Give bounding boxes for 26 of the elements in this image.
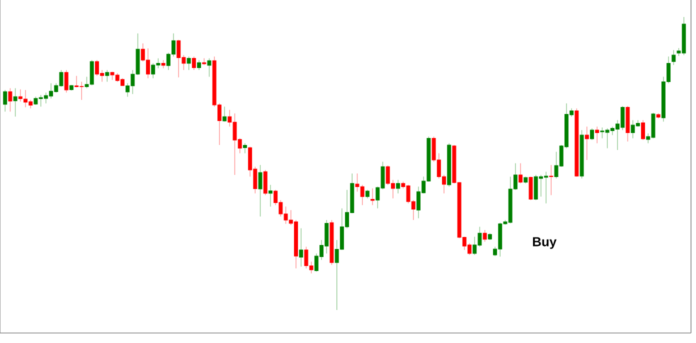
candlestick — [396, 180, 400, 194]
candlestick — [268, 184, 272, 207]
candlestick — [3, 90, 8, 112]
candlestick — [192, 56, 196, 70]
candlestick — [299, 228, 304, 267]
candlestick — [13, 88, 18, 117]
candlestick — [590, 128, 594, 140]
candlestick — [528, 176, 533, 200]
candlestick — [197, 60, 202, 70]
annotation: Buy — [533, 237, 557, 249]
candlestick — [549, 164, 554, 196]
candlestick — [672, 50, 676, 66]
candlestick — [186, 56, 191, 70]
candlestick — [8, 88, 12, 112]
candlestick — [242, 142, 247, 154]
candlestick — [64, 70, 68, 93]
candlestick — [263, 170, 268, 196]
candlestick — [105, 70, 110, 82]
candlestick — [258, 164, 262, 217]
candlestick — [641, 120, 646, 140]
candlestick — [518, 162, 523, 184]
candlestick — [222, 106, 227, 122]
candlestick — [207, 58, 212, 78]
candlestick — [482, 230, 487, 242]
candlestick — [584, 126, 589, 160]
candlestick — [595, 126, 600, 144]
